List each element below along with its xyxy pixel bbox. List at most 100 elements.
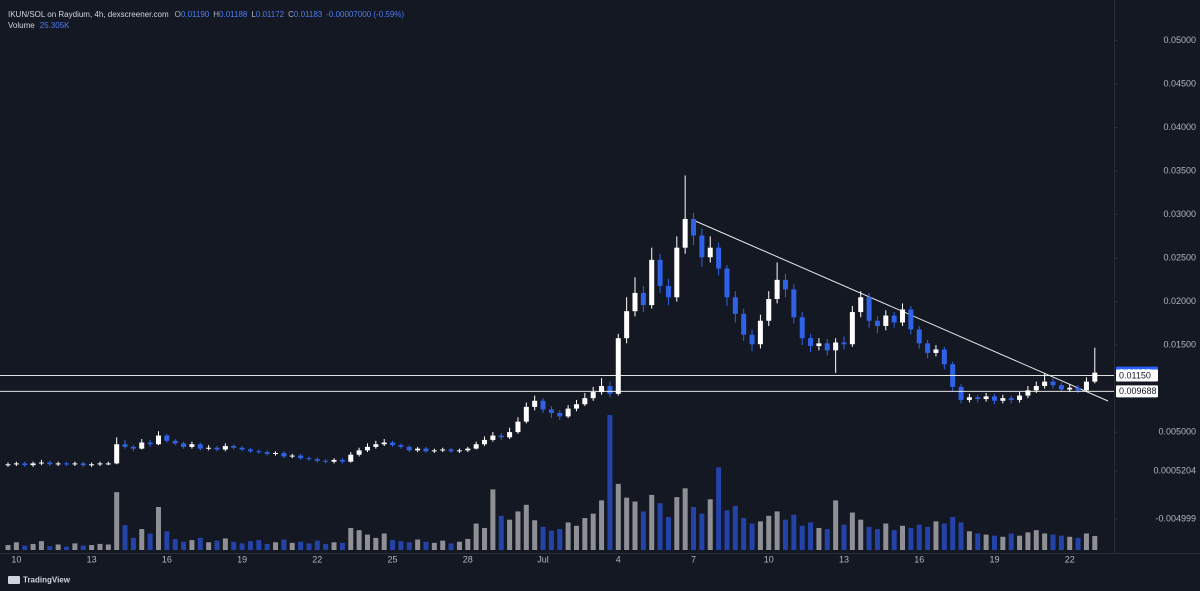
candle-body (214, 447, 220, 450)
volume-bar (247, 541, 253, 550)
volume-bar (473, 523, 479, 550)
volume-bar (373, 537, 379, 550)
candle-body (565, 408, 571, 417)
volume-bar (465, 538, 471, 550)
candle-body (548, 409, 554, 413)
candle-body (339, 459, 345, 462)
candle-body (707, 247, 713, 258)
legend-ohlc-key: L (251, 10, 256, 19)
price-label: 0.01150 (1119, 370, 1151, 380)
volume-bar (364, 534, 370, 550)
volume-bar (256, 540, 262, 550)
volume-bar (189, 540, 195, 550)
volume-bar (80, 545, 86, 550)
volume-bar (1092, 536, 1098, 550)
volume-bar (950, 516, 956, 550)
candle-body (732, 297, 738, 314)
candle-body (473, 444, 479, 449)
candle-body (958, 386, 964, 400)
volume-bar (390, 540, 396, 550)
volume-bar (757, 521, 763, 550)
volume-bar (916, 524, 922, 550)
candle-body (1050, 381, 1056, 386)
candle-body (105, 463, 111, 465)
candle-body (97, 463, 103, 465)
volume-bar (640, 511, 646, 550)
candle-body (925, 343, 931, 353)
volume-bar (548, 530, 554, 550)
volume-bar (1067, 536, 1073, 550)
volume-bar (281, 539, 287, 550)
x-tick-label: 25 (388, 554, 398, 564)
volume-bar (607, 415, 613, 550)
candle-body (841, 342, 847, 345)
candle-body (849, 312, 855, 345)
candle-body (557, 412, 563, 417)
volume-bar (122, 525, 128, 550)
volume-bar (406, 542, 412, 550)
volume-bar (573, 525, 579, 550)
legend-ohlc-key: C (288, 10, 294, 19)
volume-bar (440, 540, 446, 550)
x-tick-label: 16 (914, 554, 924, 564)
volume-bar (1083, 533, 1089, 550)
volume-bar (808, 522, 814, 550)
y-tick-label: 0.02000 (1163, 296, 1196, 306)
volume-bar (55, 544, 61, 550)
volume-bar (782, 519, 788, 550)
volume-bar (532, 520, 538, 550)
volume-bar (1033, 530, 1039, 550)
volume-bar (298, 541, 304, 550)
candle-body (716, 247, 722, 269)
volume-bar (515, 511, 521, 550)
volume-bar (682, 488, 688, 550)
price-label-box (1116, 369, 1158, 382)
legend-symbol: IKUN/SOL on Raydium, 4h, dexscreener.com (8, 10, 169, 19)
candle-body (523, 406, 529, 422)
candle-body (147, 442, 153, 445)
volume-bar (339, 542, 345, 550)
volume-bar (239, 543, 245, 550)
candle-body (874, 320, 880, 326)
volume-bar (833, 500, 839, 550)
volume-bar (273, 542, 279, 550)
y-tick-label: 0.0005204 (1153, 465, 1196, 475)
candle-body (674, 247, 680, 298)
candle-body (691, 218, 697, 236)
candle-body (1042, 381, 1048, 386)
x-tick-label: 7 (691, 554, 696, 564)
volume-bar (214, 540, 220, 550)
legend-ohlc-value: 0.01188 (219, 10, 248, 19)
volume-bar (147, 533, 153, 550)
volume-bar (565, 522, 571, 550)
candle-body (774, 279, 780, 300)
volume-bar (540, 526, 546, 550)
volume-bar (498, 515, 504, 550)
candle-body (356, 450, 362, 455)
volume-bar (89, 545, 95, 550)
candle-body (281, 452, 287, 457)
candle-body (991, 396, 997, 401)
legend-line: IKUN/SOL on Raydium, 4h, dexscreener.com… (8, 10, 404, 19)
volume-bar (289, 542, 295, 550)
volume-bar (866, 526, 872, 550)
candle-body (331, 459, 337, 462)
y-tick-label: 0.005000 (1158, 426, 1196, 436)
candle-body (1008, 398, 1014, 400)
volume-bar (381, 533, 387, 550)
candle-body (1075, 387, 1081, 391)
volume-bar (874, 529, 880, 550)
candle-layer (5, 175, 1098, 467)
candle-body (314, 459, 320, 461)
candle-body (741, 313, 747, 335)
candle-body (808, 338, 814, 346)
volume-bar (799, 525, 805, 550)
volume-bar (105, 544, 111, 550)
legend-volume-label: Volume (8, 21, 35, 30)
candle-body (657, 259, 663, 286)
candle-body (55, 463, 61, 465)
volume-bar (448, 543, 454, 550)
volume-bar (665, 516, 671, 550)
legend-ohlc-value: 0.01172 (256, 10, 285, 19)
